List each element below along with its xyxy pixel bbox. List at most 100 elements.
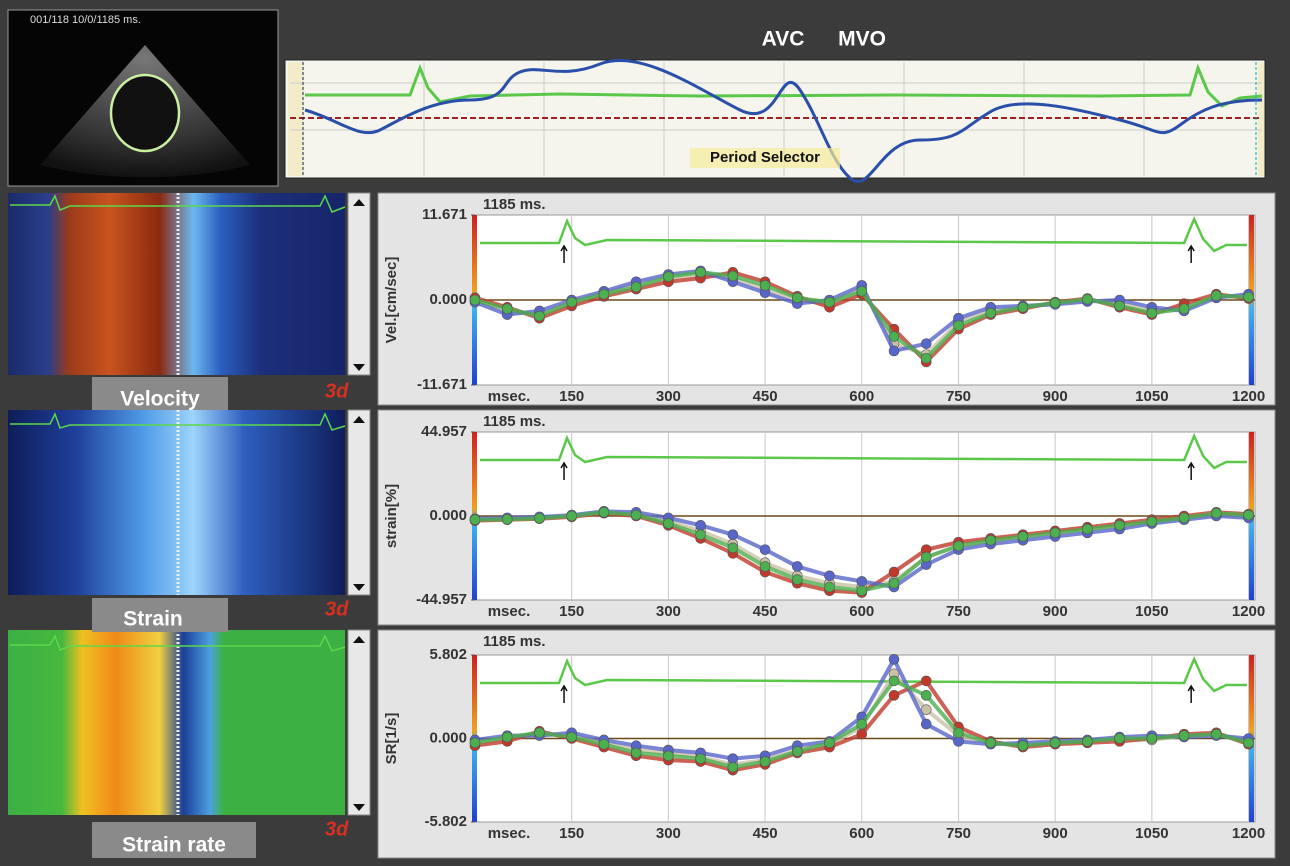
- series-point: [760, 561, 770, 571]
- series-point: [921, 690, 931, 700]
- series-point: [857, 729, 867, 739]
- series-point: [728, 543, 738, 553]
- series-point: [1179, 304, 1189, 314]
- series-point: [1179, 513, 1189, 523]
- series-point: [1050, 298, 1060, 308]
- panel-label: Strain: [123, 608, 183, 631]
- series-point: [1147, 517, 1157, 527]
- series-point: [889, 331, 899, 341]
- series-point: [696, 520, 706, 530]
- series-point: [1018, 302, 1028, 312]
- series-point: [1147, 308, 1157, 318]
- series-point: [857, 586, 867, 596]
- series-point: [599, 739, 609, 749]
- series-point: [631, 748, 641, 758]
- brand-logo: 3d: [325, 380, 349, 402]
- series-point: [696, 754, 706, 764]
- series-point: [857, 576, 867, 586]
- series-point: [567, 511, 577, 521]
- series-point: [889, 346, 899, 356]
- scrollbar[interactable]: [348, 193, 370, 815]
- time-label: 1185 ms.: [483, 633, 546, 650]
- series-point: [889, 567, 899, 577]
- x-tick-label: 600: [849, 825, 874, 842]
- x-tick-label: 1050: [1135, 603, 1168, 620]
- series-point: [1082, 294, 1092, 304]
- x-tick-label: 300: [656, 603, 681, 620]
- x-tick-label: 750: [946, 603, 971, 620]
- series-point: [1115, 301, 1125, 311]
- series-point: [889, 676, 899, 686]
- screen: 001/118 10/0/1185 ms. AVC MVO Period Sel…: [0, 0, 1290, 866]
- series-point: [921, 353, 931, 363]
- x-tick-label: 450: [753, 603, 778, 620]
- x-tick-label: 1200: [1232, 825, 1265, 842]
- marker-label: MVO: [838, 28, 886, 51]
- series-point: [1050, 738, 1060, 748]
- series-point: [728, 530, 738, 540]
- series-point: [1211, 291, 1221, 301]
- x-tick-label: 1050: [1135, 825, 1168, 842]
- series-point: [921, 339, 931, 349]
- x-tick-label: 750: [946, 825, 971, 842]
- y-tick-label: -11.671: [417, 376, 467, 393]
- selector-label[interactable]: Period Selector: [710, 149, 820, 166]
- x-tick-label: 900: [1043, 388, 1068, 405]
- y-tick-label: 44.957: [421, 423, 467, 440]
- series-point: [567, 732, 577, 742]
- series-point: [921, 552, 931, 562]
- series-point: [1050, 528, 1060, 538]
- series-point: [921, 719, 931, 729]
- y-tick-label: -5.802: [424, 813, 467, 830]
- x-tick-label: 1050: [1135, 388, 1168, 405]
- series-point: [1115, 520, 1125, 530]
- x-tick-label: 300: [656, 825, 681, 842]
- series-point: [986, 738, 996, 748]
- x-tick-label: 450: [753, 825, 778, 842]
- series-point: [792, 575, 802, 585]
- series-point: [760, 545, 770, 555]
- echo-contour: [111, 75, 179, 151]
- series-point: [1244, 738, 1254, 748]
- x-tick-label: 900: [1043, 603, 1068, 620]
- y-tick-label: 11.671: [422, 206, 467, 223]
- x-tick-label: 1200: [1232, 388, 1265, 405]
- series-point: [1082, 736, 1092, 746]
- series-point: [953, 541, 963, 551]
- series-point: [728, 271, 738, 281]
- y-axis-label: SR[1/s]: [383, 713, 400, 765]
- series-point: [631, 282, 641, 292]
- series-point: [825, 582, 835, 592]
- series-point: [502, 732, 512, 742]
- series-point: [889, 690, 899, 700]
- series-point: [534, 311, 544, 321]
- series-point: [1115, 734, 1125, 744]
- x-tick-label: 900: [1043, 825, 1068, 842]
- series-point: [857, 719, 867, 729]
- series-point: [1018, 532, 1028, 542]
- series-point: [663, 518, 673, 528]
- x-tick-label: 600: [849, 603, 874, 620]
- series-point: [760, 280, 770, 290]
- y-tick-label: 0.000: [429, 507, 467, 524]
- series-point: [792, 293, 802, 303]
- x-tick-label: 300: [656, 388, 681, 405]
- series-point: [760, 757, 770, 767]
- y-tick-label: 0.000: [429, 729, 467, 746]
- series-point: [696, 267, 706, 277]
- series-point: [986, 535, 996, 545]
- y-tick-label: 0.000: [429, 291, 467, 308]
- brand-logo: 3d: [325, 598, 349, 620]
- x-tick-label: 450: [753, 388, 778, 405]
- x-tick-label: 150: [559, 388, 584, 405]
- series-point: [1179, 731, 1189, 741]
- series-point: [1244, 292, 1254, 302]
- y-tick-label: -44.957: [416, 591, 467, 608]
- series-point: [953, 320, 963, 330]
- series-point: [953, 728, 963, 738]
- series-point: [470, 295, 480, 305]
- series-point: [470, 515, 480, 525]
- series-point: [1211, 508, 1221, 518]
- series-point: [567, 297, 577, 307]
- x-tick-label: 150: [559, 825, 584, 842]
